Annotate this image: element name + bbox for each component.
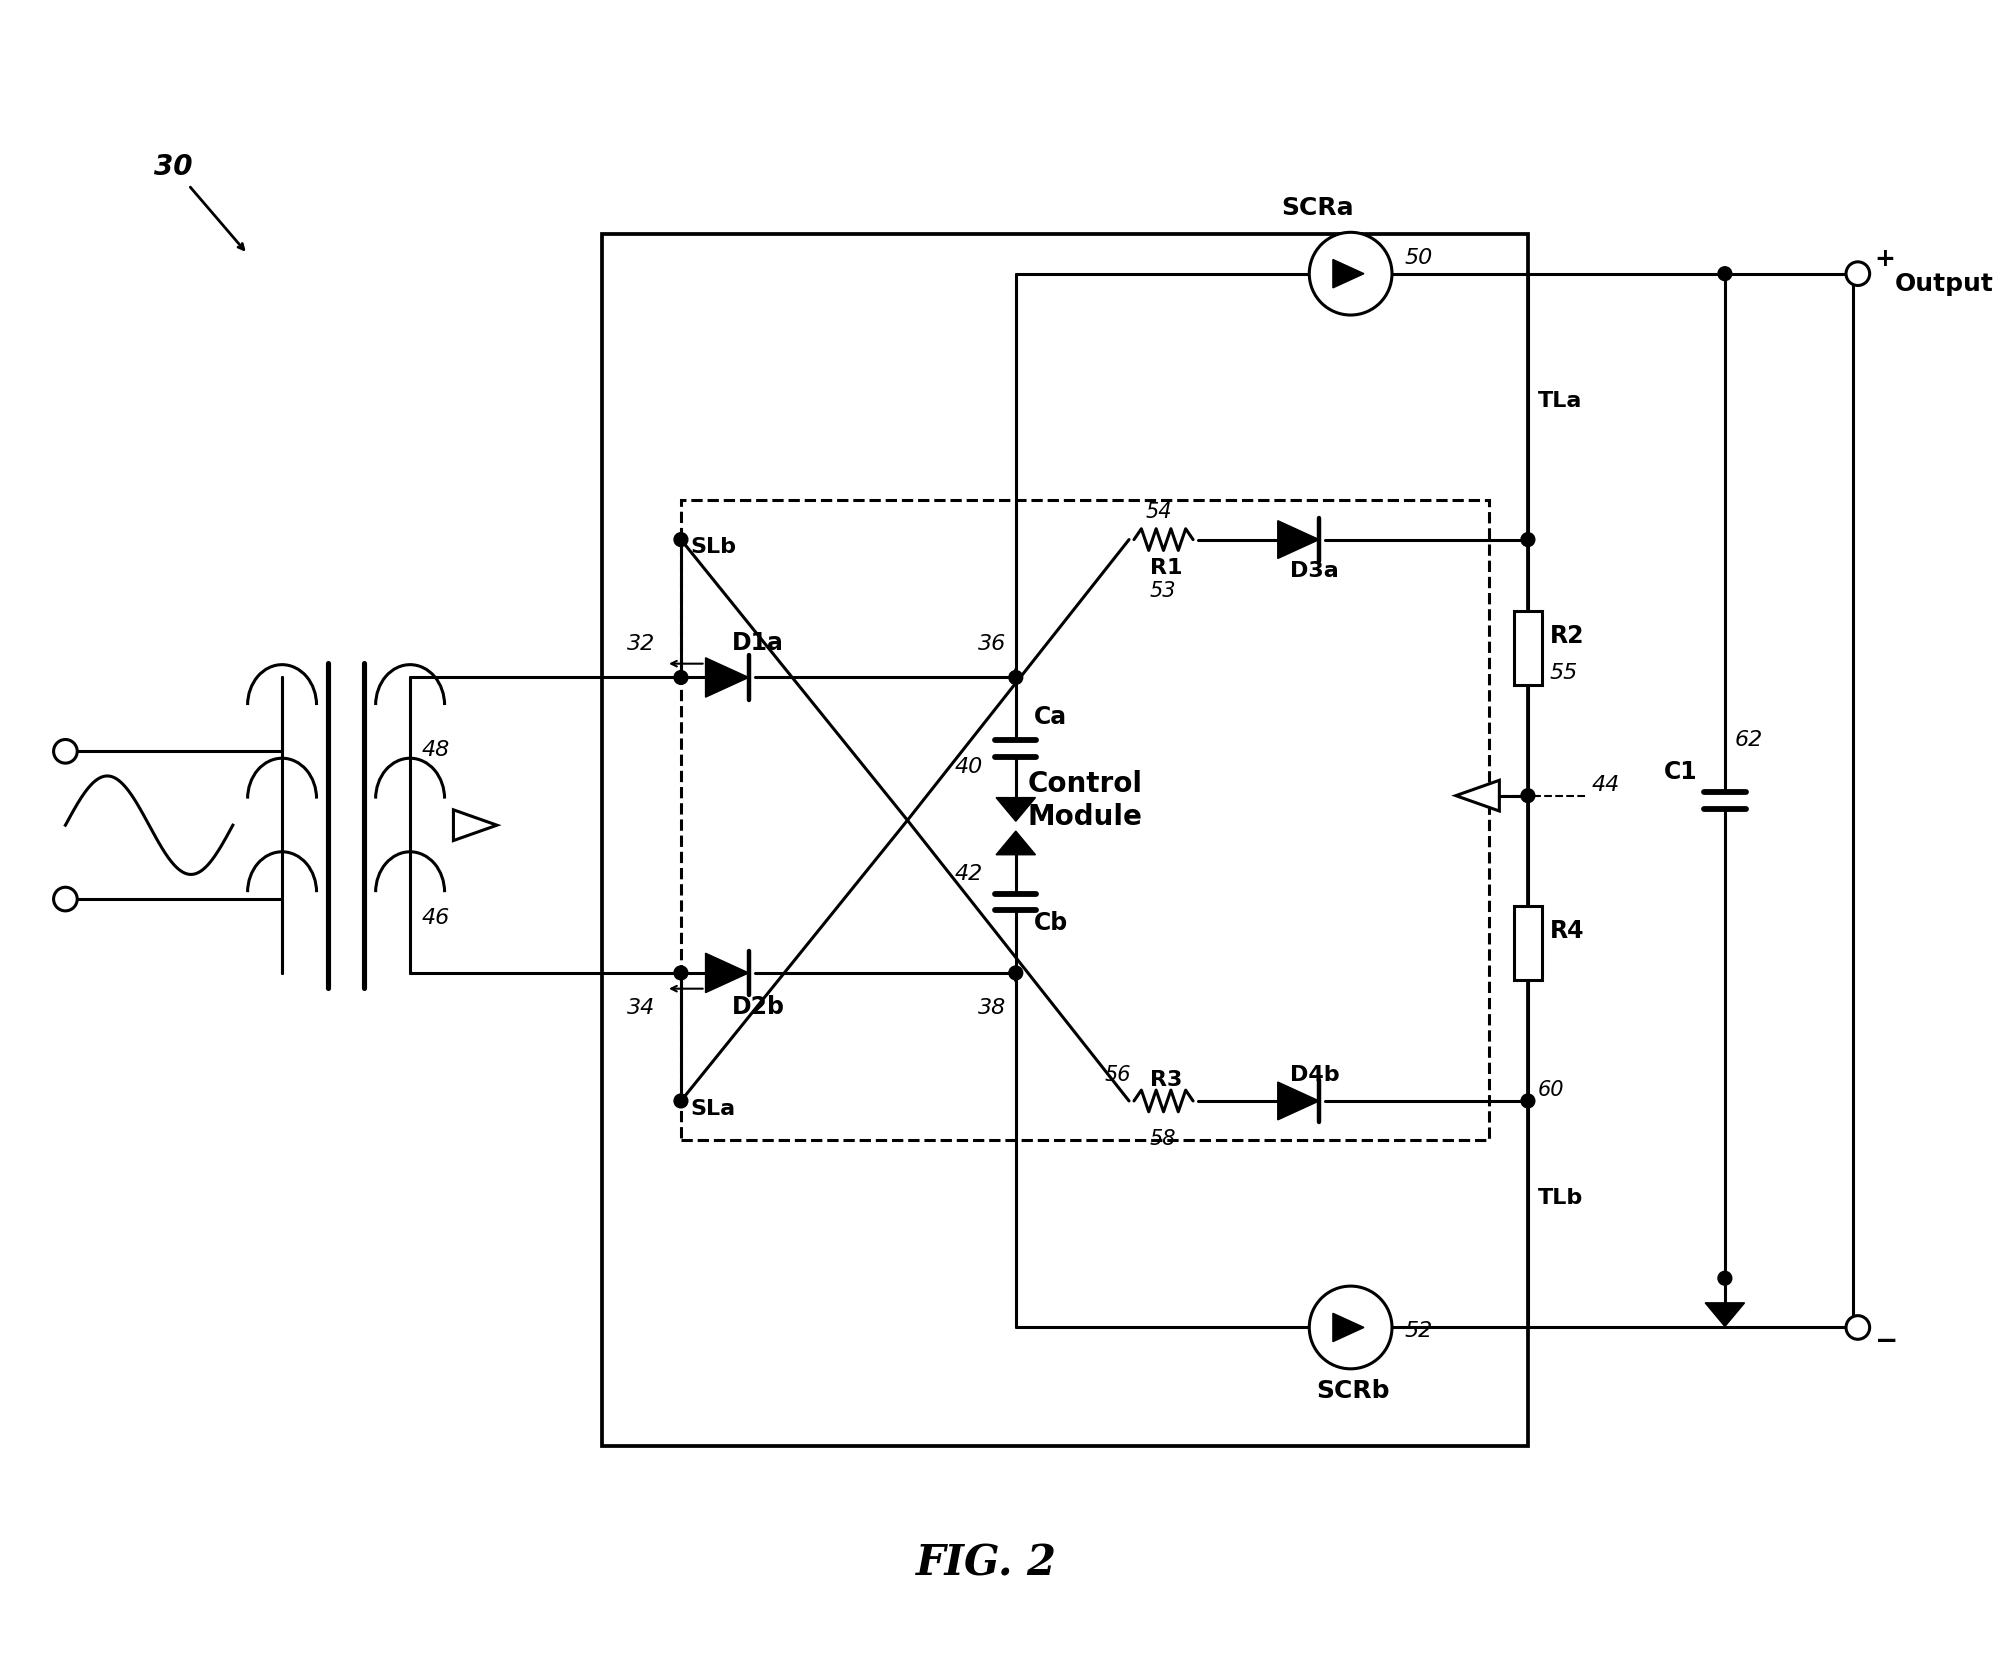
Text: 55: 55 bbox=[1549, 663, 1578, 683]
Circle shape bbox=[1718, 1271, 1730, 1285]
Text: SCRb: SCRb bbox=[1315, 1380, 1389, 1404]
Polygon shape bbox=[995, 831, 1036, 854]
Circle shape bbox=[1309, 233, 1391, 315]
Circle shape bbox=[1008, 966, 1022, 980]
Text: 44: 44 bbox=[1592, 776, 1620, 794]
Text: SLb: SLb bbox=[690, 538, 737, 558]
Circle shape bbox=[54, 739, 76, 764]
Text: Cb: Cb bbox=[1034, 911, 1068, 935]
Text: 54: 54 bbox=[1146, 502, 1172, 523]
Text: 36: 36 bbox=[977, 633, 1006, 653]
Text: 30: 30 bbox=[155, 152, 193, 181]
Polygon shape bbox=[1333, 260, 1363, 288]
Text: 38: 38 bbox=[977, 998, 1006, 1018]
Text: 46: 46 bbox=[421, 908, 450, 928]
Text: SCRa: SCRa bbox=[1280, 196, 1353, 219]
Text: R2: R2 bbox=[1549, 625, 1584, 648]
Text: −: − bbox=[1875, 1327, 1897, 1355]
Text: 32: 32 bbox=[626, 633, 654, 653]
Text: 53: 53 bbox=[1150, 581, 1176, 601]
Bar bbox=[1513, 611, 1541, 685]
Text: D3a: D3a bbox=[1288, 561, 1337, 581]
Text: Output: Output bbox=[1893, 273, 1993, 296]
Text: 34: 34 bbox=[626, 998, 654, 1018]
Polygon shape bbox=[704, 953, 749, 993]
Text: 62: 62 bbox=[1734, 730, 1762, 750]
Text: FIG. 2: FIG. 2 bbox=[915, 1543, 1056, 1585]
Polygon shape bbox=[704, 658, 749, 697]
Circle shape bbox=[1519, 533, 1533, 546]
Polygon shape bbox=[454, 809, 496, 841]
Text: 56: 56 bbox=[1104, 1065, 1130, 1085]
Text: R4: R4 bbox=[1549, 920, 1584, 943]
Bar bbox=[680, 501, 1487, 1141]
Circle shape bbox=[1519, 1094, 1533, 1107]
Text: 60: 60 bbox=[1537, 1080, 1563, 1100]
Circle shape bbox=[674, 533, 688, 546]
Text: D4b: D4b bbox=[1288, 1065, 1339, 1085]
Circle shape bbox=[1519, 789, 1533, 802]
Text: R3: R3 bbox=[1150, 1070, 1182, 1090]
Polygon shape bbox=[1276, 1082, 1319, 1121]
Polygon shape bbox=[1455, 781, 1499, 811]
Bar bbox=[602, 235, 1527, 1446]
Text: TLb: TLb bbox=[1537, 1188, 1582, 1208]
Circle shape bbox=[674, 966, 688, 980]
Text: 48: 48 bbox=[421, 740, 450, 760]
Polygon shape bbox=[1704, 1303, 1744, 1327]
Text: D1a: D1a bbox=[733, 631, 783, 655]
Polygon shape bbox=[1333, 1313, 1363, 1342]
Text: 50: 50 bbox=[1405, 248, 1433, 268]
Circle shape bbox=[1309, 1286, 1391, 1368]
Text: R1: R1 bbox=[1150, 558, 1182, 578]
Text: 52: 52 bbox=[1405, 1322, 1433, 1342]
Circle shape bbox=[674, 1094, 688, 1107]
Circle shape bbox=[1844, 261, 1869, 285]
Circle shape bbox=[1718, 266, 1730, 281]
Polygon shape bbox=[995, 797, 1036, 821]
Bar bbox=[1513, 906, 1541, 980]
Text: Ca: Ca bbox=[1034, 705, 1066, 729]
Circle shape bbox=[54, 888, 76, 911]
Text: 40: 40 bbox=[953, 757, 983, 777]
Circle shape bbox=[1844, 1315, 1869, 1340]
Text: C1: C1 bbox=[1664, 760, 1696, 784]
Text: 42: 42 bbox=[953, 864, 983, 884]
Text: D2b: D2b bbox=[733, 995, 785, 1020]
Text: +: + bbox=[1875, 246, 1895, 271]
Text: TLa: TLa bbox=[1537, 390, 1582, 410]
Circle shape bbox=[1008, 670, 1022, 685]
Text: Control
Module: Control Module bbox=[1028, 770, 1142, 831]
Circle shape bbox=[674, 670, 688, 685]
Text: 58: 58 bbox=[1150, 1129, 1176, 1149]
Polygon shape bbox=[1276, 521, 1319, 558]
Text: SLa: SLa bbox=[690, 1099, 735, 1119]
